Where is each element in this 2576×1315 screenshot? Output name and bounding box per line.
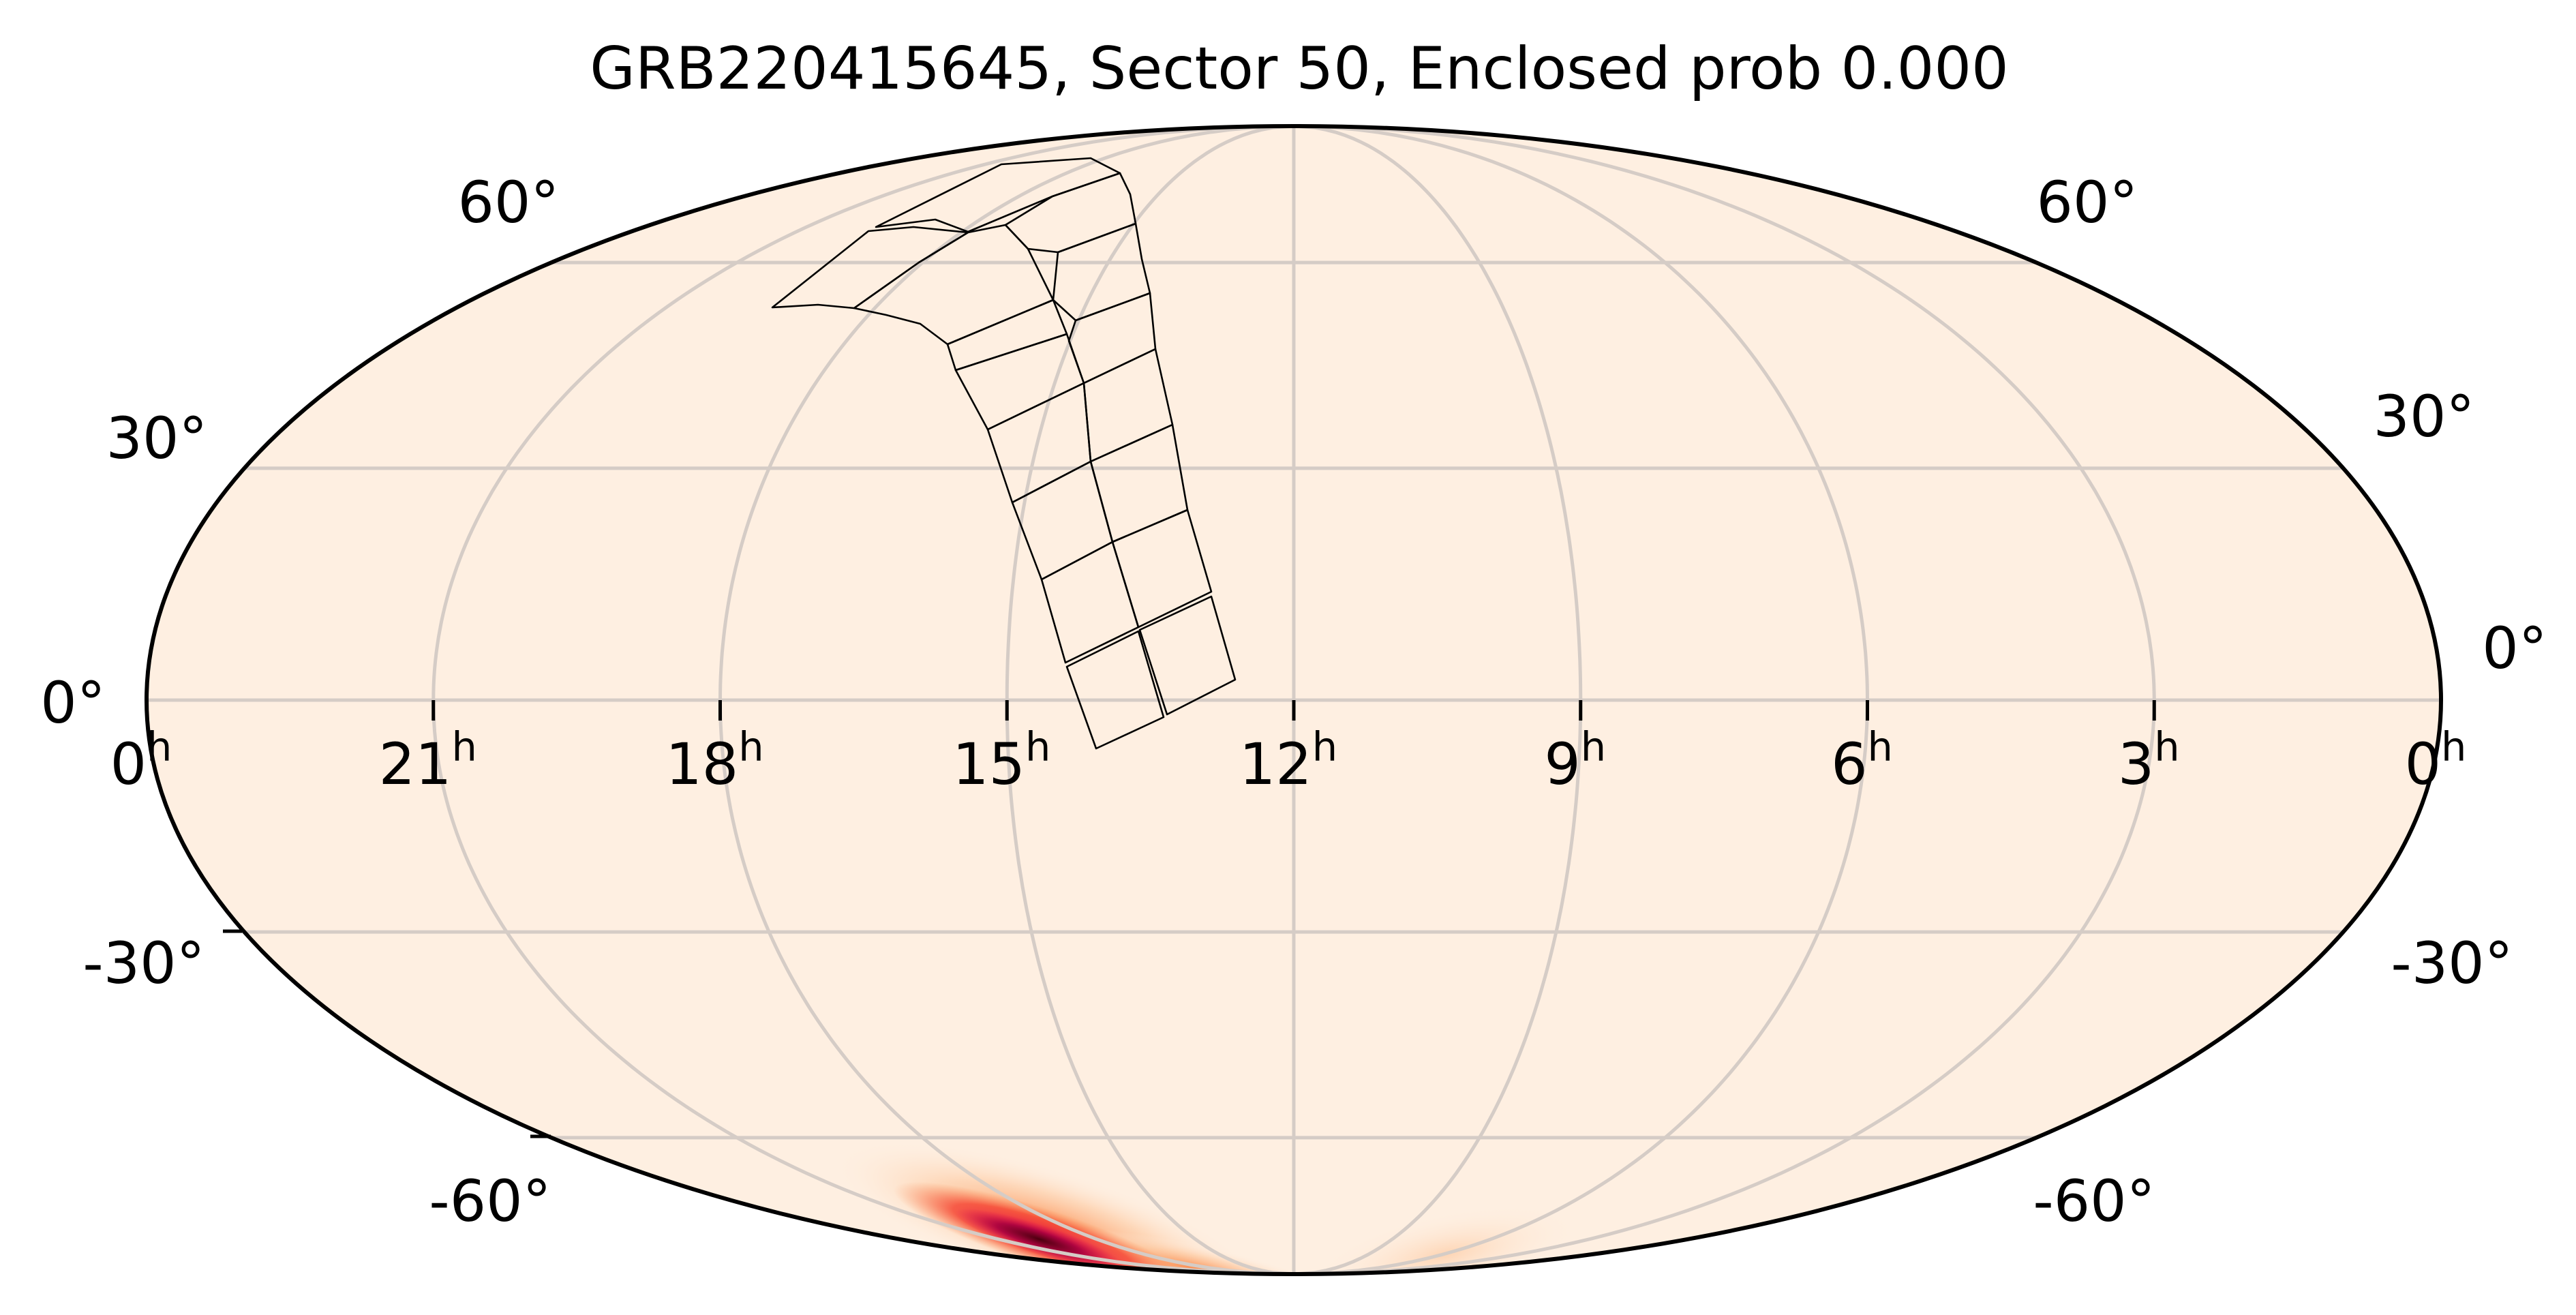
dec-tick-label: -30° — [82, 930, 204, 997]
dec-tick-label: 0° — [2482, 615, 2547, 682]
dec-tick-label: 0° — [40, 669, 105, 736]
ra-tick-label: 18h — [665, 723, 763, 798]
dec-tick-label: 30° — [106, 405, 208, 472]
ra-tick-label: 21h — [379, 723, 477, 798]
dec-axis-ticks — [223, 929, 551, 1138]
dec-tick-label: -60° — [429, 1168, 551, 1235]
dec-tick-label: -60° — [2033, 1168, 2155, 1235]
ra-tick-label: 0h — [2405, 723, 2467, 798]
ccd-tile-outline — [1138, 595, 1237, 716]
ccd-tile-outline — [853, 224, 1055, 346]
dec-tick-label: 60° — [458, 169, 560, 236]
dec-axis-labels: 60° 30° 0° -30° -60° 60° 30° 0° -30° -60° — [40, 169, 2547, 1235]
dec-tick-label: -30° — [2391, 930, 2513, 997]
dec-tick-label: 60° — [2037, 169, 2138, 236]
ra-tick-label: 0h — [110, 723, 172, 798]
chart-title: GRB220415645, Sector 50, Enclosed prob 0… — [590, 35, 2009, 103]
dec-tick-label: 30° — [2374, 383, 2475, 450]
ra-tick-label: 15h — [952, 723, 1050, 798]
ra-axis-ticks: 0h 21h 18h 15h 12h 9h 6h 3h 0h — [110, 700, 2467, 798]
ccd-tile-outline — [1065, 630, 1165, 750]
ra-tick-label: 6h — [1831, 723, 1893, 798]
ra-tick-label: 12h — [1239, 723, 1337, 798]
tess-sector-footprint — [771, 157, 1237, 750]
ra-tick-label: 3h — [2118, 723, 2180, 798]
ra-tick-label: 9h — [1544, 723, 1606, 798]
ccd-tile-outline — [1040, 541, 1140, 664]
map-frame — [145, 124, 2443, 1276]
